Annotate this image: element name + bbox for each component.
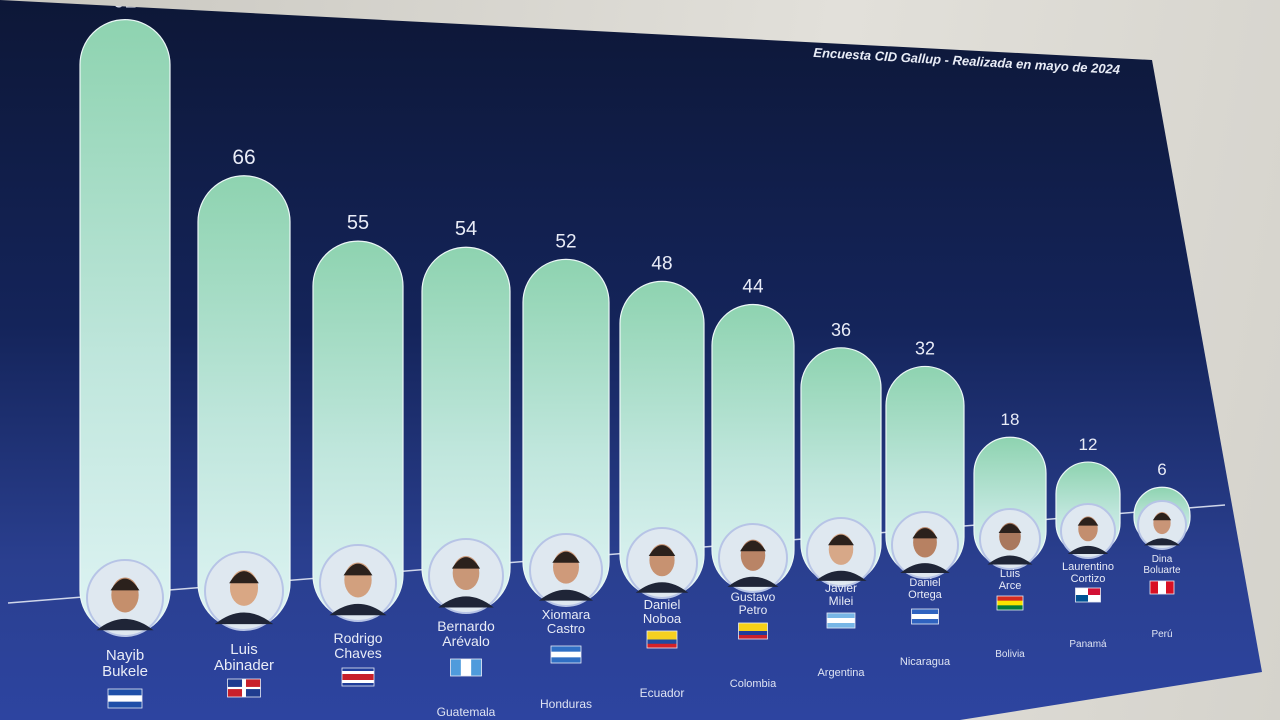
dominican-republic-flag bbox=[227, 678, 261, 698]
bar bbox=[79, 19, 171, 636]
country-label: Bolivia bbox=[995, 649, 1025, 660]
guatemala-flag bbox=[450, 658, 482, 677]
candidate-name: Daniel bbox=[644, 597, 681, 612]
candidate-name: Luis bbox=[1000, 568, 1021, 580]
country-label: Nicaragua bbox=[900, 656, 951, 668]
candidate-name: Petro bbox=[739, 603, 768, 617]
avatar bbox=[718, 523, 788, 593]
candidate-name: Milei bbox=[829, 594, 854, 608]
candidate-name: Rodrigo bbox=[333, 630, 382, 646]
data-label: 54 bbox=[455, 218, 477, 240]
bolivia-flag bbox=[996, 595, 1024, 611]
data-label: 44 bbox=[742, 276, 764, 297]
candidate-name: Laurentino bbox=[1062, 561, 1114, 573]
avatar bbox=[806, 517, 876, 587]
candidate-name: Bukele bbox=[102, 663, 148, 680]
candidate-name: Arce bbox=[999, 580, 1022, 592]
candidate-name: Daniel bbox=[909, 577, 940, 589]
country-label: Panamá bbox=[1069, 639, 1107, 650]
avatar bbox=[626, 527, 698, 599]
peru-flag bbox=[1149, 580, 1175, 595]
data-label: 36 bbox=[831, 320, 851, 340]
candidate-name: Bernardo bbox=[437, 618, 495, 634]
avatar bbox=[86, 559, 164, 637]
ecuador-flag bbox=[646, 630, 678, 649]
candidate-name: Noboa bbox=[643, 611, 682, 626]
candidate-name: Gustavo bbox=[731, 590, 776, 604]
argentina-flag bbox=[826, 612, 856, 629]
candidate-name: Boluarte bbox=[1143, 565, 1181, 576]
candidate-name: Chaves bbox=[334, 645, 381, 661]
data-label: 32 bbox=[915, 338, 935, 358]
avatar bbox=[891, 511, 959, 579]
data-label: 48 bbox=[651, 253, 672, 274]
avatar bbox=[319, 544, 397, 622]
country-label: Colombia bbox=[730, 678, 777, 690]
candidate-name: Xiomara bbox=[542, 607, 591, 622]
country-label: Ecuador bbox=[640, 686, 685, 700]
avatar bbox=[529, 533, 603, 607]
data-label: 52 bbox=[555, 231, 576, 252]
candidate-name: Nayib bbox=[106, 647, 144, 664]
el-salvador-flag bbox=[107, 688, 143, 709]
avatar bbox=[1060, 503, 1116, 559]
candidate-name: Luis bbox=[230, 641, 258, 658]
candidate-name: Castro bbox=[547, 621, 585, 636]
candidate-name: Arévalo bbox=[442, 633, 490, 649]
country-label: Argentina bbox=[817, 667, 865, 679]
avatar bbox=[979, 508, 1041, 570]
candidate-name: Dina bbox=[1152, 554, 1173, 565]
honduras-flag bbox=[550, 645, 582, 664]
data-label: 12 bbox=[1079, 435, 1098, 454]
country-label: Perú bbox=[1151, 629, 1172, 640]
data-label: 18 bbox=[1001, 410, 1020, 429]
candidate-name: Javier bbox=[825, 581, 857, 595]
costa-rica-flag bbox=[341, 667, 375, 687]
avatar bbox=[204, 551, 284, 631]
country-label: Guatemala bbox=[437, 705, 496, 719]
candidate-name: Abinader bbox=[214, 657, 274, 674]
data-label: 6 bbox=[1157, 460, 1166, 479]
data-label: 55 bbox=[347, 212, 369, 234]
avatar bbox=[1137, 500, 1187, 550]
country-label: Honduras bbox=[540, 697, 592, 711]
avatar bbox=[428, 538, 504, 614]
candidate-name: Cortizo bbox=[1071, 573, 1106, 585]
nicaragua-flag bbox=[911, 608, 939, 625]
data-label: 66 bbox=[232, 146, 255, 169]
candidate-name: Ortega bbox=[908, 589, 943, 601]
colombia-flag bbox=[738, 622, 768, 640]
panama-flag bbox=[1075, 587, 1101, 603]
